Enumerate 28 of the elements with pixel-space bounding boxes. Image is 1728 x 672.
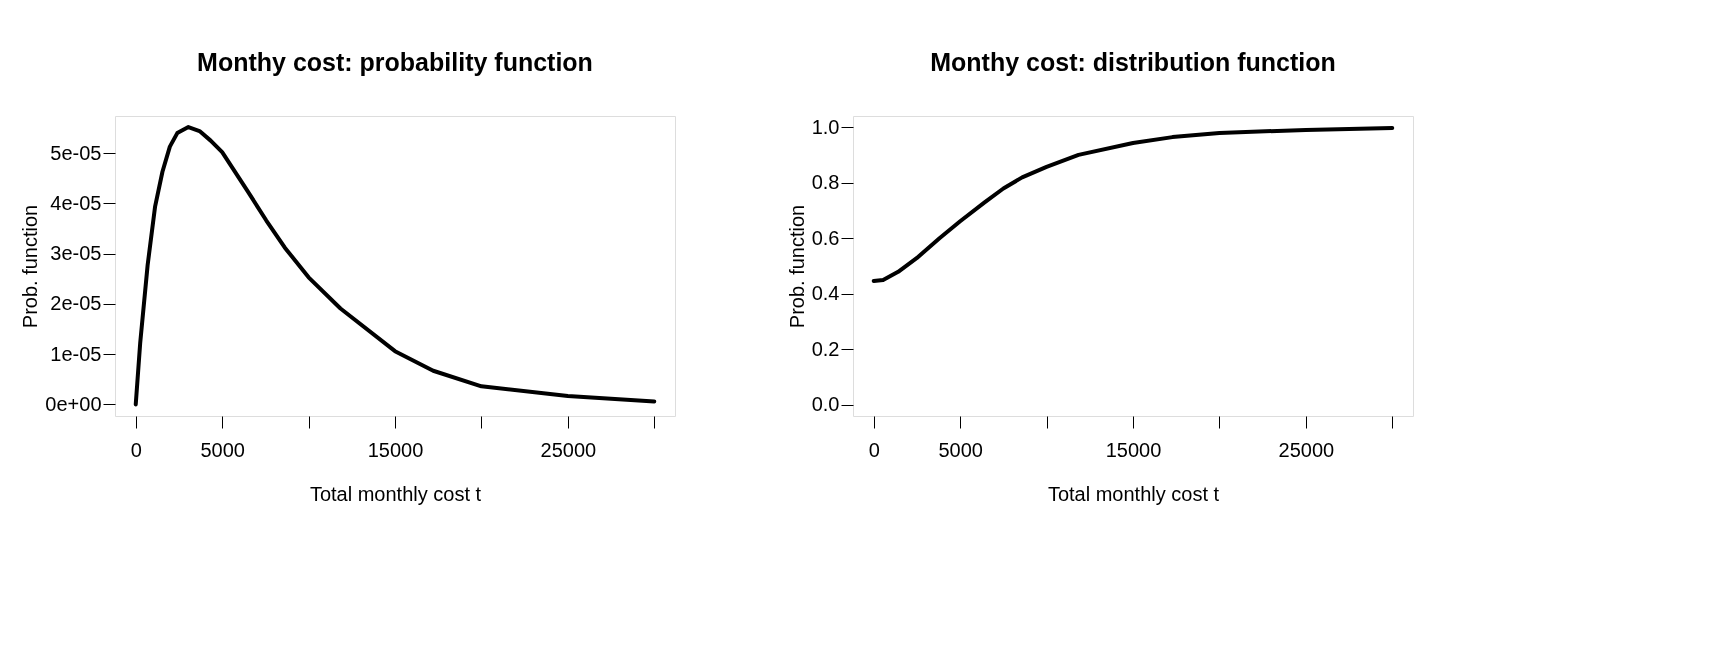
line-series [133,125,657,407]
y-tick-label: 0.4 [811,282,840,305]
y-tick-label: 0.2 [811,337,840,360]
x-tick-label: 5000 [938,438,983,461]
chart-title: Monthy cost: distribution function [930,48,1336,76]
y-tick-label: 2e-05 [50,292,102,315]
y-tick-label: 3e-05 [50,242,102,265]
x-tick-label: 25000 [540,438,597,461]
y-tick-label: 1.0 [811,115,840,138]
y-tick-label: 0.0 [811,393,840,416]
line-series [871,125,1395,283]
x-axis-title: Total monthly cost t [309,482,482,505]
x-tick-label: 15000 [367,438,424,461]
x-tick-label: 5000 [200,438,245,461]
x-tick-label: 25000 [1278,438,1335,461]
x-axis-title: Total monthly cost t [1047,482,1220,505]
x-tick-label: 0 [130,438,142,461]
y-tick-label: 0e+00 [45,392,102,415]
y-tick-label: 5e-05 [50,141,102,164]
chart-title: Monthy cost: probability function [197,48,593,76]
x-tick-label: 0 [868,438,880,461]
y-tick-label: 4e-05 [50,191,102,214]
y-tick-label: 1e-05 [50,342,102,365]
x-tick-label: 15000 [1105,438,1162,461]
y-axis-title: Prob. function [785,204,808,329]
y-tick-label: 0.6 [811,226,840,249]
y-axis-title: Prob. function [19,204,42,329]
y-tick-label: 0.8 [811,171,840,194]
